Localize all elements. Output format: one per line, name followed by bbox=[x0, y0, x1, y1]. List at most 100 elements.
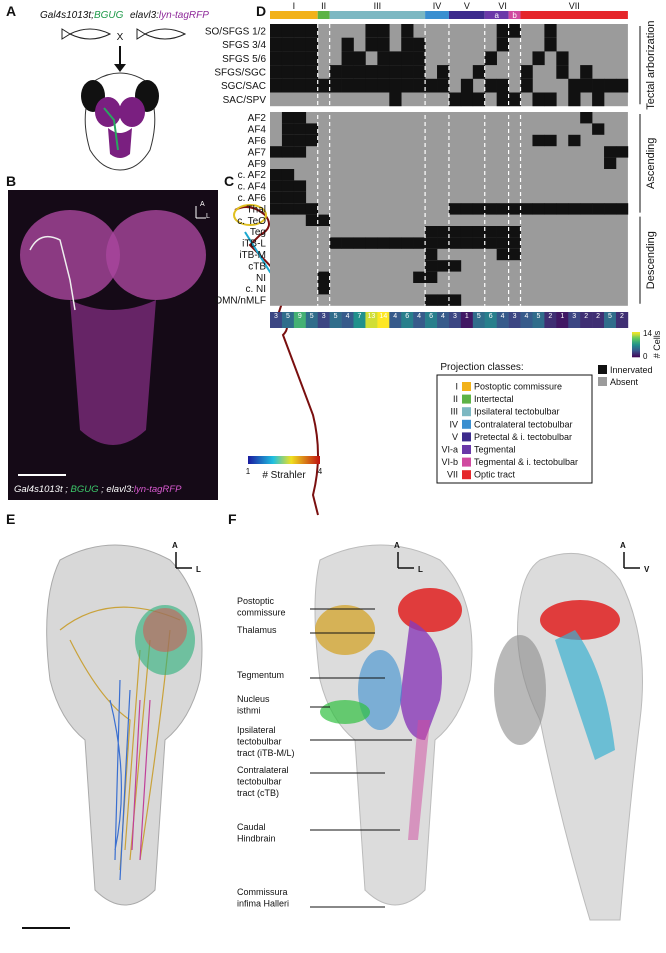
innervated-cell bbox=[305, 78, 319, 93]
count-cell bbox=[270, 312, 283, 328]
innervated-cell bbox=[281, 78, 295, 93]
count-label: 3 bbox=[572, 313, 576, 320]
innervated-cell bbox=[353, 237, 366, 249]
innervated-cell bbox=[544, 37, 557, 52]
innervated-cell bbox=[544, 203, 557, 215]
innervated-cell bbox=[281, 180, 295, 192]
legend-code: V bbox=[452, 432, 458, 442]
innervated-cell bbox=[341, 65, 354, 79]
caption-text: ; bbox=[63, 484, 71, 495]
legend-label: Absent bbox=[610, 377, 639, 387]
innervated-cell bbox=[293, 191, 307, 204]
innervated-cell bbox=[425, 271, 438, 283]
colorbar-tick-label: 14 bbox=[643, 329, 652, 338]
genotype: Gal4s1013t;BGUG bbox=[40, 10, 124, 21]
innervated-cell bbox=[413, 237, 426, 249]
panel-label: E bbox=[6, 511, 15, 527]
innervated-cell bbox=[425, 260, 438, 272]
colorbar-step bbox=[632, 354, 640, 357]
count-cell bbox=[353, 312, 366, 328]
innervated-cell bbox=[604, 203, 617, 215]
neuron-cluster bbox=[143, 608, 187, 652]
innervated-cell bbox=[305, 123, 319, 135]
legend-swatch bbox=[462, 382, 471, 391]
axis-label: A bbox=[394, 541, 400, 550]
legend-swatch bbox=[598, 377, 607, 386]
innervated-cell bbox=[317, 78, 330, 93]
count-cell bbox=[305, 312, 319, 328]
panel-f: A L A V Postoptic commissure Thalamus Tegme… bbox=[237, 541, 650, 921]
count-label: 5 bbox=[608, 313, 612, 320]
innervated-cell bbox=[353, 78, 366, 93]
count-label: 4 bbox=[417, 313, 421, 320]
innervated-cell bbox=[293, 78, 307, 93]
legend-title: Projection classes: bbox=[440, 362, 523, 373]
count-label: 5 bbox=[536, 313, 540, 320]
count-label: 2 bbox=[596, 313, 600, 320]
row-label: SFGS 5/6 bbox=[222, 54, 266, 65]
panel-label: D bbox=[256, 3, 266, 19]
axis-label: A bbox=[620, 541, 626, 550]
innervated-cell bbox=[389, 65, 402, 79]
innervated-cell bbox=[484, 78, 497, 93]
innervated-cell bbox=[544, 24, 557, 38]
innervated-cell bbox=[281, 37, 295, 52]
legend-label: Postoptic commissure bbox=[474, 382, 562, 392]
group-label: Tectal arborization bbox=[645, 20, 657, 109]
innervated-cell bbox=[520, 203, 533, 215]
innervated-cell bbox=[496, 92, 509, 107]
row-label: SFGS 3/4 bbox=[222, 40, 266, 51]
count-cell bbox=[580, 312, 593, 328]
innervated-cell bbox=[615, 203, 629, 215]
innervated-cell bbox=[425, 237, 438, 249]
genotype-text: lyn-tagRFP bbox=[159, 10, 209, 21]
legend-swatch bbox=[462, 470, 471, 480]
region-blob bbox=[400, 620, 442, 740]
innervated-cell bbox=[413, 271, 426, 283]
region-label: Contralateral bbox=[237, 765, 289, 775]
row-label: SAC/SPV bbox=[223, 95, 267, 106]
eye-render bbox=[494, 635, 546, 745]
region-blob bbox=[540, 600, 620, 640]
innervated-cell bbox=[484, 203, 497, 215]
innervated-cell bbox=[437, 294, 450, 306]
legend-label: Tegmental & i. tectobulbar bbox=[474, 457, 578, 467]
caption-text: ; elavl3: bbox=[99, 484, 135, 495]
innervated-cell bbox=[389, 92, 402, 107]
innervated-cell bbox=[425, 248, 438, 261]
hindbrain bbox=[70, 300, 156, 445]
innervated-cell bbox=[580, 112, 593, 124]
innervated-cell bbox=[365, 24, 378, 38]
innervated-cell bbox=[353, 51, 366, 66]
innervated-cell bbox=[592, 78, 605, 93]
legend-code: IV bbox=[449, 419, 458, 429]
innervated-cell bbox=[425, 294, 438, 306]
row-label: NI bbox=[256, 273, 266, 284]
colorbar-step bbox=[632, 345, 640, 348]
innervated-cell bbox=[293, 134, 307, 147]
colorbar-step bbox=[632, 339, 640, 342]
innervated-cell bbox=[305, 51, 319, 66]
count-label: 2 bbox=[548, 313, 552, 320]
panel-a: Gal4s1013t;BGUG elavl3:lyn-tagRFP X bbox=[40, 10, 209, 171]
innervated-cell bbox=[448, 294, 462, 306]
class-label: V bbox=[464, 1, 470, 11]
innervated-cell bbox=[496, 226, 509, 238]
row-label: AF6 bbox=[248, 136, 267, 147]
cross-symbol: X bbox=[117, 32, 124, 43]
innervated-cell bbox=[592, 123, 605, 135]
count-label: 3 bbox=[453, 313, 457, 320]
innervated-cell bbox=[293, 180, 307, 192]
count-label: 5 bbox=[334, 313, 338, 320]
count-cell bbox=[556, 312, 569, 328]
innervated-cell bbox=[281, 169, 295, 181]
group-label: Descending bbox=[645, 231, 657, 289]
panel-label: B bbox=[6, 173, 16, 189]
caption: Gal4s1013t ; BGUG ; elavl3:lyn-tagRFP bbox=[14, 484, 182, 495]
innervated-cell bbox=[544, 134, 557, 147]
innervated-cell bbox=[496, 237, 509, 249]
row-label: SGC/SAC bbox=[221, 81, 266, 92]
innervated-cell bbox=[341, 237, 354, 249]
innervated-cell bbox=[293, 51, 307, 66]
